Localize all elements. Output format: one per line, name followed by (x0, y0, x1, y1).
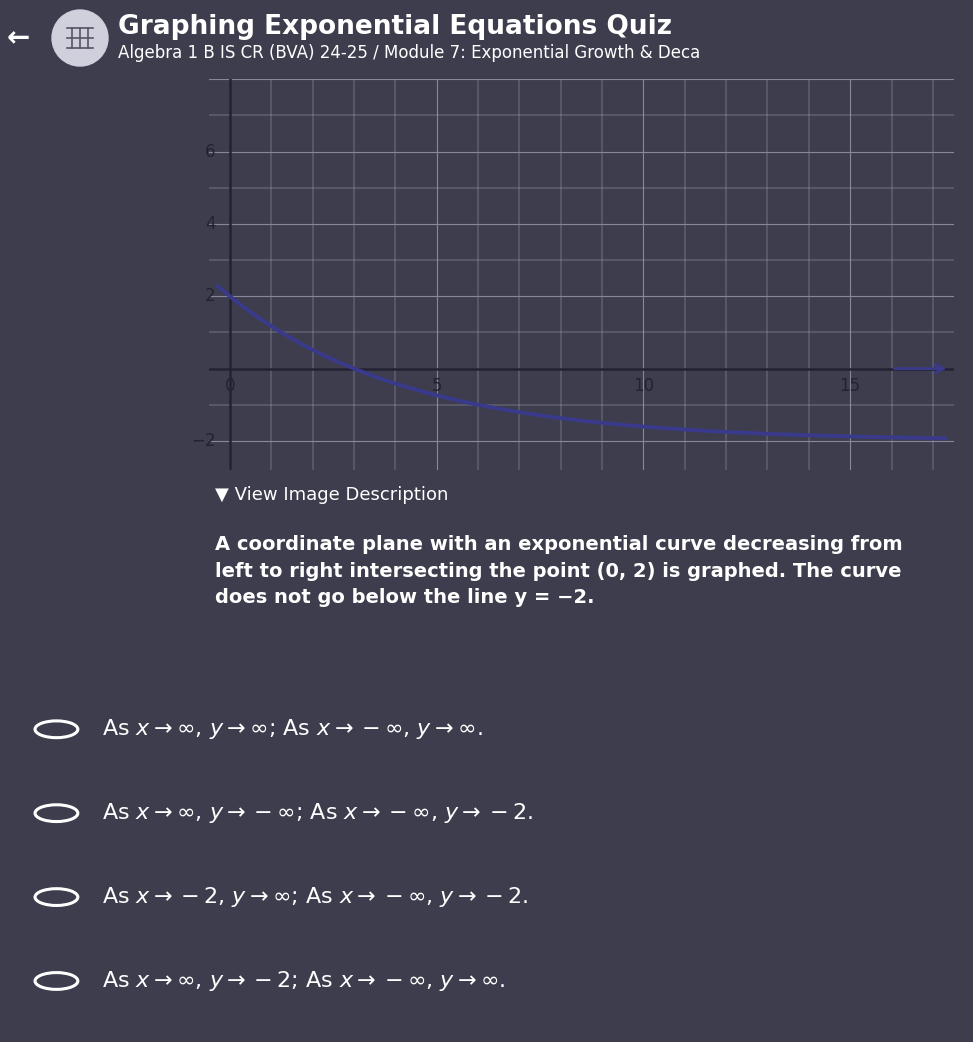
Text: As $x \to \infty$, $y \to -2$; As $x \to -\infty$, $y \to \infty$.: As $x \to \infty$, $y \to -2$; As $x \to… (102, 969, 506, 993)
Text: 6: 6 (205, 143, 215, 160)
Text: As $x \to \infty$, $y \to \infty$; As $x \to -\infty$, $y \to \infty$.: As $x \to \infty$, $y \to \infty$; As $x… (102, 717, 483, 741)
Text: 5: 5 (431, 376, 442, 395)
Text: As $x \to \infty$, $y \to -\infty$; As $x \to -\infty$, $y \to -2$.: As $x \to \infty$, $y \to -\infty$; As $… (102, 801, 533, 825)
Circle shape (52, 10, 108, 66)
Text: 4: 4 (205, 215, 215, 233)
Text: −2: −2 (191, 432, 215, 450)
Text: 2: 2 (204, 288, 215, 305)
Text: ▼ View Image Description: ▼ View Image Description (215, 487, 449, 504)
Text: 0: 0 (225, 376, 235, 395)
Text: ←: ← (7, 24, 29, 52)
Text: Graphing Exponential Equations Quiz: Graphing Exponential Equations Quiz (118, 14, 672, 40)
Text: 15: 15 (840, 376, 861, 395)
Text: 10: 10 (632, 376, 654, 395)
Text: Algebra 1 B IS CR (BVA) 24-25 / Module 7: Exponential Growth & Deca: Algebra 1 B IS CR (BVA) 24-25 / Module 7… (118, 44, 701, 63)
Text: A coordinate plane with an exponential curve decreasing from
left to right inter: A coordinate plane with an exponential c… (215, 536, 903, 607)
Text: As $x \to -2$, $y \to \infty$; As $x \to -\infty$, $y \to -2$.: As $x \to -2$, $y \to \infty$; As $x \to… (102, 885, 528, 909)
